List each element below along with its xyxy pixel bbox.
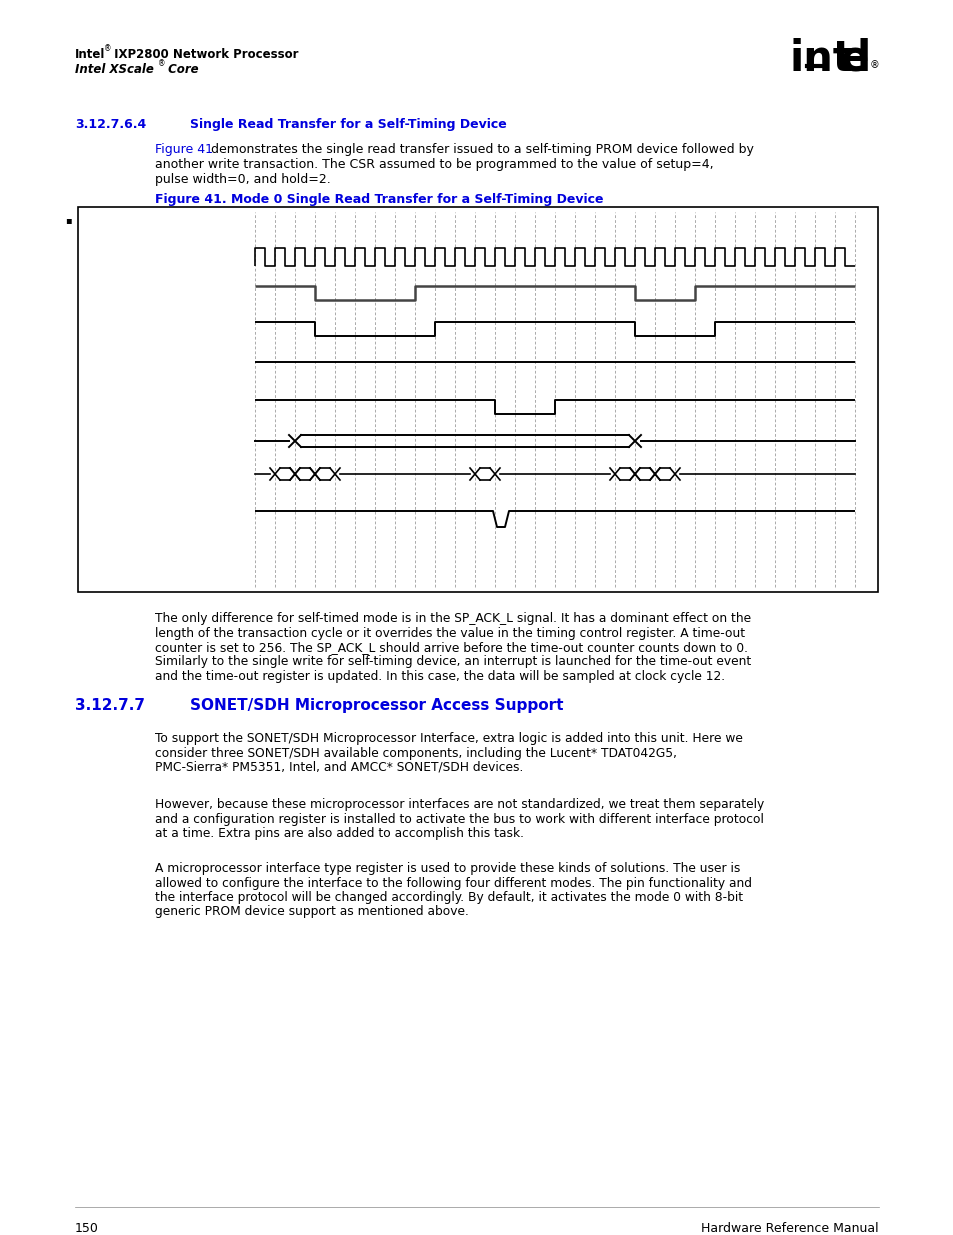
Text: int: int xyxy=(789,38,853,80)
Text: Intel: Intel xyxy=(75,48,105,61)
Text: at a time. Extra pins are also added to accomplish this task.: at a time. Extra pins are also added to … xyxy=(154,827,523,840)
Text: Hardware Reference Manual: Hardware Reference Manual xyxy=(700,1221,878,1235)
Text: pulse width=0, and hold=2.: pulse width=0, and hold=2. xyxy=(154,173,331,186)
Text: another write transaction. The CSR assumed to be programmed to the value of setu: another write transaction. The CSR assum… xyxy=(154,158,713,170)
Text: A microprocessor interface type register is used to provide these kinds of solut: A microprocessor interface type register… xyxy=(154,862,740,876)
Text: SONET/SDH Microprocessor Access Support: SONET/SDH Microprocessor Access Support xyxy=(190,698,563,713)
Text: Figure 41. Mode 0 Single Read Transfer for a Self-Timing Device: Figure 41. Mode 0 Single Read Transfer f… xyxy=(154,193,603,206)
Text: the interface protocol will be changed accordingly. By default, it activates the: the interface protocol will be changed a… xyxy=(154,890,742,904)
Text: generic PROM device support as mentioned above.: generic PROM device support as mentioned… xyxy=(154,905,468,919)
Text: demonstrates the single read transfer issued to a self-timing PROM device follow: demonstrates the single read transfer is… xyxy=(207,143,753,156)
Text: and a configuration register is installed to activate the bus to work with diffe: and a configuration register is installe… xyxy=(154,813,763,825)
Text: 3.12.7.7: 3.12.7.7 xyxy=(75,698,145,713)
Text: allowed to configure the interface to the following four different modes. The pi: allowed to configure the interface to th… xyxy=(154,877,751,889)
Text: PMC-Sierra* PM5351, Intel, and AMCC* SONET/SDH devices.: PMC-Sierra* PM5351, Intel, and AMCC* SON… xyxy=(154,761,523,774)
Text: length of the transaction cycle or it overrides the value in the timing control : length of the transaction cycle or it ov… xyxy=(154,626,744,640)
Text: ®: ® xyxy=(158,59,165,68)
Text: and the time-out register is updated. In this case, the data will be sampled at : and the time-out register is updated. In… xyxy=(154,671,724,683)
Text: Similarly to the single write for self-timing device, an interrupt is launched f: Similarly to the single write for self-t… xyxy=(154,656,750,668)
Text: The only difference for self-timed mode is in the SP_ACK_L signal. It has a domi: The only difference for self-timed mode … xyxy=(154,613,750,625)
Bar xyxy=(78,207,877,592)
Text: ®: ® xyxy=(104,44,112,53)
Text: However, because these microprocessor interfaces are not standardized, we treat : However, because these microprocessor in… xyxy=(154,798,763,811)
Text: IXP2800 Network Processor: IXP2800 Network Processor xyxy=(110,48,298,61)
Text: Single Read Transfer for a Self-Timing Device: Single Read Transfer for a Self-Timing D… xyxy=(190,119,506,131)
Text: ®: ® xyxy=(869,61,879,70)
Text: Figure 41: Figure 41 xyxy=(154,143,213,156)
Text: 150: 150 xyxy=(75,1221,99,1235)
Text: To support the SONET/SDH Microprocessor Interface, extra logic is added into thi: To support the SONET/SDH Microprocessor … xyxy=(154,732,742,745)
Text: Intel XScale: Intel XScale xyxy=(75,63,153,77)
Text: l: l xyxy=(856,38,870,80)
Text: ▪: ▪ xyxy=(65,215,71,225)
Text: counter is set to 256. The SP_ACK_L should arrive before the time-out counter co: counter is set to 256. The SP_ACK_L shou… xyxy=(154,641,747,655)
Text: Core: Core xyxy=(164,63,198,77)
Text: e: e xyxy=(840,38,867,80)
Text: consider three SONET/SDH available components, including the Lucent* TDAT042G5,: consider three SONET/SDH available compo… xyxy=(154,746,677,760)
Text: 3.12.7.6.4: 3.12.7.6.4 xyxy=(75,119,146,131)
